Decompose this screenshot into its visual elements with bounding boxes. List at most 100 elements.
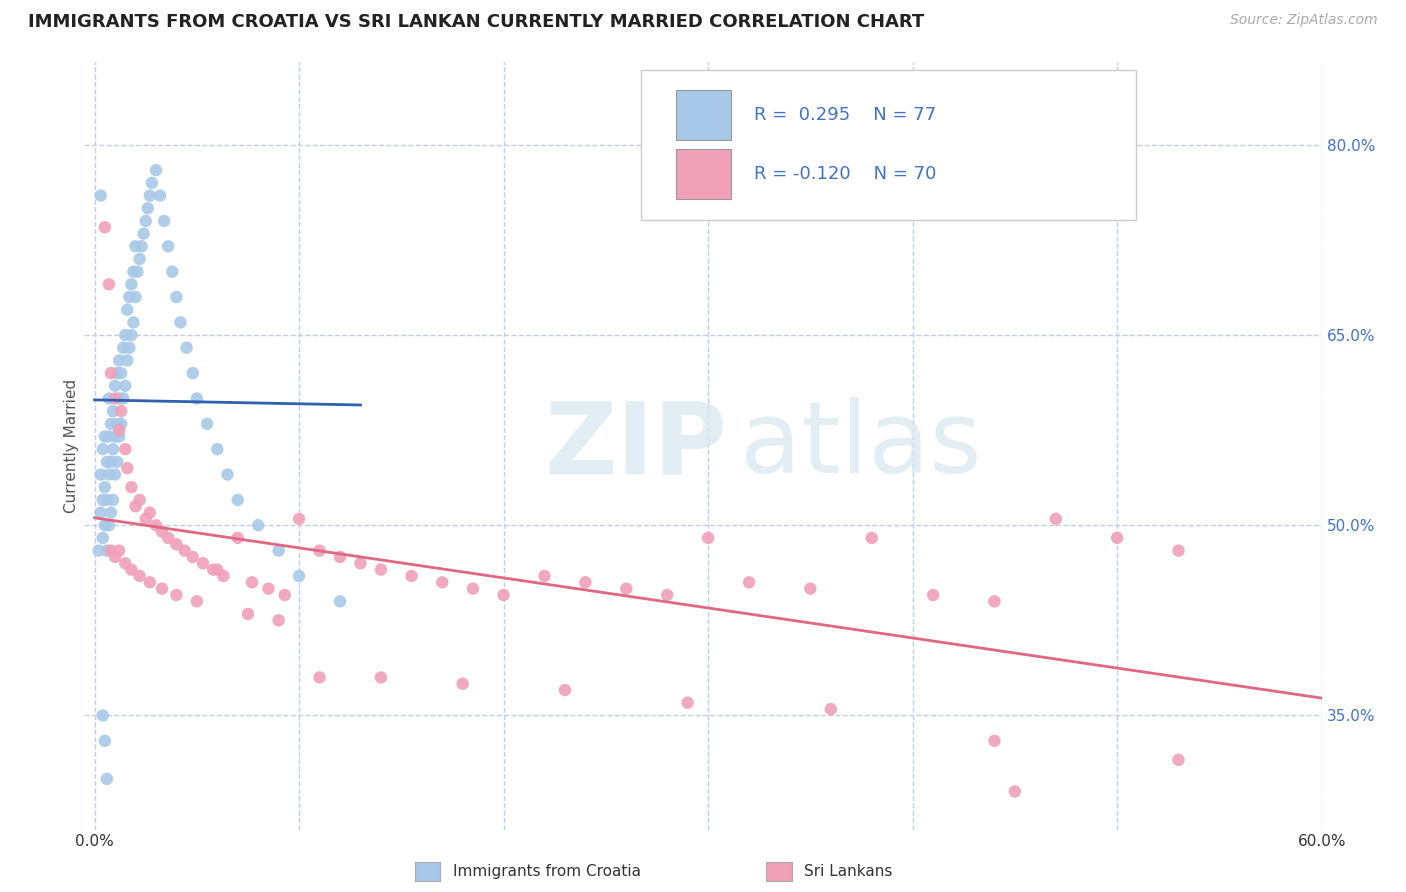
Point bbox=[191, 556, 214, 570]
Point bbox=[90, 467, 112, 482]
Point bbox=[370, 670, 392, 684]
Point bbox=[114, 556, 136, 570]
Text: Source: ZipAtlas.com: Source: ZipAtlas.com bbox=[1230, 13, 1378, 28]
Point bbox=[141, 176, 163, 190]
Point bbox=[110, 366, 132, 380]
Point bbox=[676, 696, 699, 710]
Point bbox=[1045, 512, 1067, 526]
Point bbox=[212, 569, 235, 583]
Point bbox=[169, 315, 191, 329]
Point bbox=[97, 467, 120, 482]
Point bbox=[226, 492, 249, 507]
Point bbox=[461, 582, 484, 596]
Point bbox=[186, 392, 208, 406]
Point bbox=[1167, 543, 1189, 558]
Point bbox=[139, 506, 162, 520]
Point bbox=[207, 442, 229, 457]
Point bbox=[657, 588, 679, 602]
Point bbox=[202, 563, 225, 577]
Point bbox=[117, 461, 139, 475]
Point bbox=[97, 518, 120, 533]
Point bbox=[181, 366, 204, 380]
Point bbox=[101, 492, 124, 507]
Point bbox=[112, 392, 135, 406]
Point bbox=[120, 277, 142, 292]
Text: ZIP: ZIP bbox=[546, 398, 728, 494]
Point bbox=[100, 506, 122, 520]
Point bbox=[149, 188, 172, 202]
Point bbox=[114, 378, 136, 392]
Point bbox=[117, 302, 139, 317]
Bar bbox=[676, 90, 731, 139]
Text: IMMIGRANTS FROM CROATIA VS SRI LANKAN CURRENTLY MARRIED CORRELATION CHART: IMMIGRANTS FROM CROATIA VS SRI LANKAN CU… bbox=[28, 13, 924, 31]
Point bbox=[100, 366, 122, 380]
Point bbox=[492, 588, 515, 602]
Point bbox=[110, 417, 132, 431]
Point bbox=[118, 290, 141, 304]
Point bbox=[150, 582, 173, 596]
Point bbox=[104, 549, 127, 564]
Point bbox=[97, 392, 120, 406]
Point bbox=[288, 512, 311, 526]
Point bbox=[614, 582, 637, 596]
Point bbox=[124, 239, 146, 253]
Point bbox=[274, 588, 297, 602]
FancyBboxPatch shape bbox=[641, 70, 1136, 219]
Point bbox=[217, 467, 239, 482]
Point bbox=[90, 188, 112, 202]
Point bbox=[150, 524, 173, 539]
Point bbox=[96, 455, 118, 469]
Point bbox=[104, 429, 127, 443]
Point bbox=[118, 341, 141, 355]
Point bbox=[207, 563, 229, 577]
Point bbox=[97, 429, 120, 443]
Point bbox=[308, 543, 330, 558]
Point bbox=[90, 506, 112, 520]
Point bbox=[124, 500, 146, 514]
Point bbox=[114, 328, 136, 343]
Point bbox=[97, 277, 120, 292]
Point bbox=[157, 531, 180, 545]
Point bbox=[94, 518, 117, 533]
Point bbox=[120, 328, 142, 343]
Point bbox=[165, 537, 187, 551]
Point bbox=[1107, 531, 1129, 545]
Point bbox=[1004, 784, 1026, 798]
Point bbox=[329, 594, 352, 608]
Point bbox=[91, 492, 114, 507]
Point bbox=[122, 265, 145, 279]
Point bbox=[181, 549, 204, 564]
Point bbox=[983, 594, 1005, 608]
Point bbox=[108, 543, 131, 558]
Point bbox=[145, 163, 167, 178]
Text: atlas: atlas bbox=[740, 398, 981, 494]
Text: Immigrants from Croatia: Immigrants from Croatia bbox=[453, 864, 641, 879]
Point bbox=[101, 404, 124, 418]
Point bbox=[128, 252, 150, 266]
Point bbox=[267, 613, 290, 627]
Point bbox=[1167, 753, 1189, 767]
Point bbox=[104, 378, 127, 392]
Point bbox=[105, 455, 128, 469]
Point bbox=[91, 442, 114, 457]
Point bbox=[91, 531, 114, 545]
Point bbox=[96, 543, 118, 558]
Point bbox=[157, 239, 180, 253]
Point bbox=[94, 429, 117, 443]
Point bbox=[165, 290, 187, 304]
Point bbox=[139, 188, 162, 202]
Point bbox=[267, 543, 290, 558]
Point bbox=[153, 214, 176, 228]
Point bbox=[104, 392, 127, 406]
Point bbox=[288, 569, 311, 583]
Point bbox=[136, 201, 159, 215]
Text: R =  0.295    N = 77: R = 0.295 N = 77 bbox=[754, 105, 936, 124]
Point bbox=[135, 214, 157, 228]
Point bbox=[128, 569, 150, 583]
Point bbox=[176, 341, 198, 355]
Point bbox=[127, 265, 149, 279]
Point bbox=[554, 683, 576, 698]
Y-axis label: Currently Married: Currently Married bbox=[63, 379, 79, 513]
Text: R = -0.120    N = 70: R = -0.120 N = 70 bbox=[754, 165, 936, 183]
Point bbox=[195, 417, 218, 431]
